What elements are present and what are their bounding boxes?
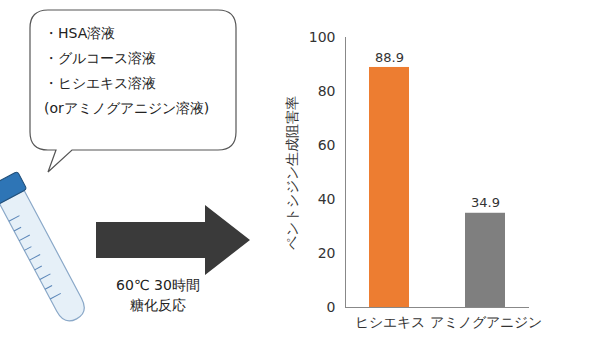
svg-text:100: 100 (309, 29, 336, 45)
svg-text:20: 20 (318, 245, 336, 261)
svg-text:ヒシエキス: ヒシエキス (355, 314, 425, 330)
svg-text:34.9: 34.9 (471, 195, 500, 210)
svg-text:糖化反応: 糖化反応 (130, 297, 186, 313)
svg-text:ペントシジン生成阻害率: ペントシジン生成阻害率 (284, 96, 300, 250)
svg-text:40: 40 (318, 191, 336, 207)
svg-text:60: 60 (318, 137, 336, 153)
svg-text:88.9: 88.9 (375, 50, 404, 65)
svg-text:60℃ 30時間: 60℃ 30時間 (116, 277, 200, 293)
svg-text:80: 80 (318, 83, 336, 99)
svg-text:・HSA溶液: ・HSA溶液 (44, 25, 115, 41)
svg-text:0: 0 (327, 299, 336, 315)
svg-text:アミノグアニジン: アミノグアニジン (430, 314, 542, 330)
svg-text:・グルコース溶液: ・グルコース溶液 (44, 50, 156, 66)
svg-text:(orアミノグアニジン溶液): (orアミノグアニジン溶液) (44, 100, 209, 116)
svg-text:・ヒシエキス溶液: ・ヒシエキス溶液 (44, 75, 156, 91)
